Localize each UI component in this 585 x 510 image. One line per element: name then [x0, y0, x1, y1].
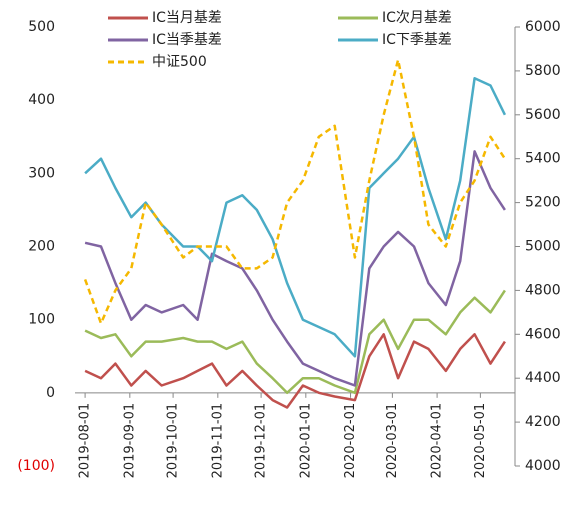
x-tick-label: 2019-08-01 [78, 403, 93, 479]
y2-tick-label: 6000 [525, 19, 561, 35]
x-tick-label: 2020-04-01 [430, 403, 445, 479]
legend-label: 中证500 [152, 54, 207, 70]
x-tick-label: 2019-10-01 [166, 403, 181, 479]
y2-tick-label: 4200 [525, 414, 561, 430]
y-tick-label: 500 [28, 19, 55, 35]
y2-tick-label: 5200 [525, 195, 561, 211]
legend-label: IC下季基差 [382, 31, 452, 48]
x-tick-label: 2019-11-01 [210, 403, 225, 479]
x-tick-label: 2020-01-01 [298, 403, 313, 479]
series-line [83, 58, 506, 325]
y-tick-label: (100) [17, 458, 55, 474]
y2-tick-label: 5400 [525, 151, 561, 167]
y2-tick-label: 4000 [525, 458, 561, 474]
y2-tick-label: 5600 [525, 107, 561, 123]
y-tick-label: 200 [28, 239, 55, 255]
y2-tick-label: 4800 [525, 282, 561, 298]
x-tick-label: 2020-03-01 [385, 403, 400, 479]
y2-tick-label: 5000 [525, 239, 561, 255]
x-tick-label: 2020-02-01 [343, 403, 358, 479]
legend-label: IC当季基差 [152, 31, 222, 48]
series-line [84, 76, 507, 358]
series-line [84, 289, 506, 395]
x-tick-label: 2019-09-01 [122, 403, 137, 479]
y2-tick-label: 4600 [525, 326, 561, 342]
y-tick-label: 300 [28, 165, 55, 181]
y2-tick-label: 4400 [525, 370, 561, 386]
y-tick-label: 400 [28, 92, 55, 108]
legend-label: IC当月基差 [152, 9, 222, 26]
x-tick-label: 2020-05-01 [473, 403, 488, 479]
legend-label: IC次月基差 [382, 9, 452, 26]
y-tick-label: 0 [46, 385, 55, 401]
series-line [84, 150, 506, 387]
y-tick-label: 100 [28, 312, 55, 328]
y2-tick-label: 5800 [525, 63, 561, 79]
series-line [84, 333, 506, 409]
x-tick-label: 2019-12-01 [254, 403, 269, 479]
